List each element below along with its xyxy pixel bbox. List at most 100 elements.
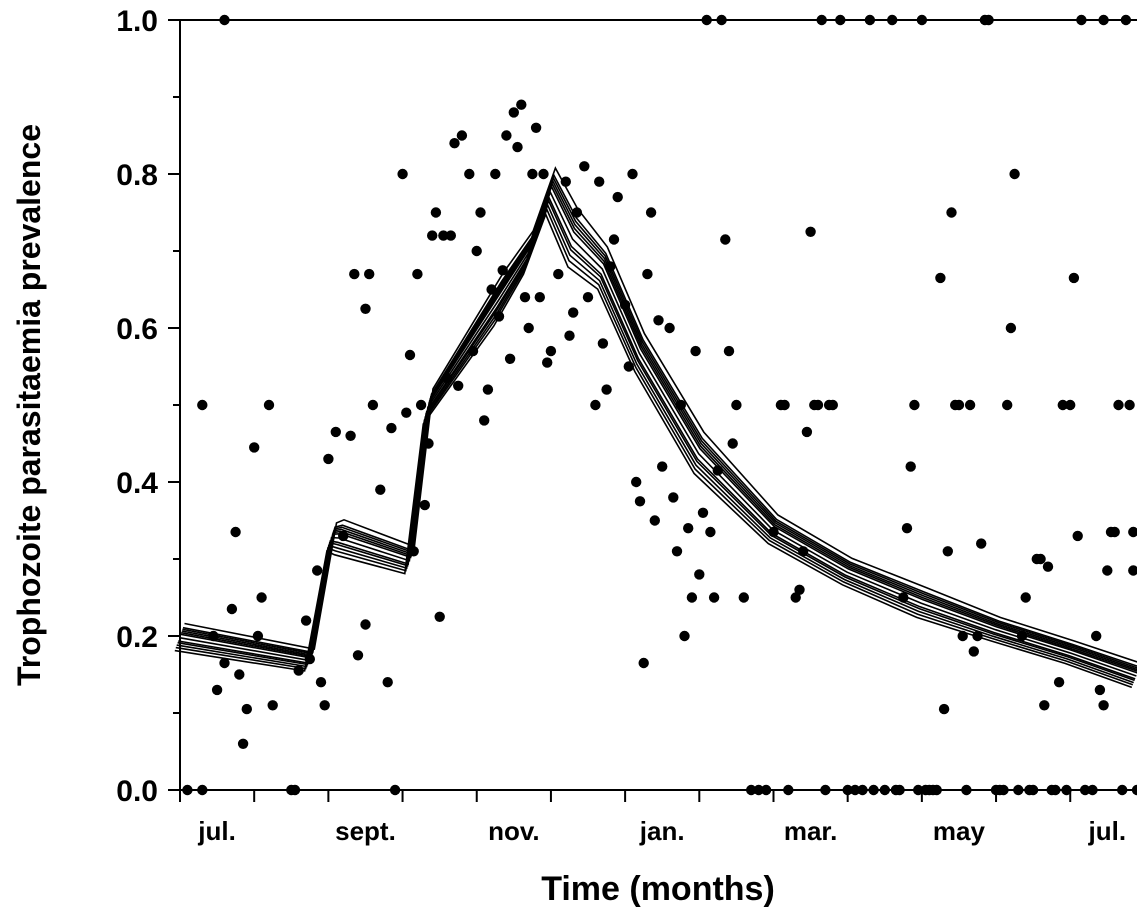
data-point: [708, 592, 720, 603]
data-point: [664, 322, 675, 334]
data-point: [386, 422, 397, 434]
data-point: [731, 399, 742, 411]
data-point: [694, 569, 705, 580]
data-point: [645, 207, 657, 218]
data-point: [382, 677, 393, 688]
model-curve: [174, 212, 1133, 689]
data-point: [256, 592, 267, 603]
data-point: [252, 630, 264, 642]
data-point: [1128, 526, 1137, 538]
data-point: [427, 230, 438, 241]
data-point: [1128, 565, 1137, 576]
data-point: [671, 546, 683, 557]
data-point: [619, 299, 631, 311]
data-point: [1005, 322, 1017, 334]
data-point: [675, 399, 686, 411]
data-point: [345, 430, 356, 441]
data-point: [1016, 630, 1028, 642]
data-point: [790, 592, 801, 603]
data-point: [964, 399, 976, 411]
data-point: [438, 230, 449, 241]
data-point: [679, 630, 690, 642]
data-point: [657, 461, 668, 472]
data-point: [553, 268, 564, 280]
data-point: [449, 138, 460, 149]
x-tick-label: sept.: [335, 816, 396, 846]
data-point: [827, 399, 838, 411]
data-point: [234, 669, 245, 680]
data-point: [349, 268, 360, 280]
x-tick-label: mar.: [784, 816, 838, 846]
data-point: [542, 357, 553, 368]
data-point: [315, 677, 327, 688]
data-point: [1091, 630, 1102, 642]
data-point: [953, 399, 965, 411]
data-point: [360, 303, 371, 314]
data-point: [794, 584, 805, 595]
data-point: [1098, 700, 1109, 711]
data-point: [490, 168, 501, 180]
data-point: [360, 619, 371, 630]
data-point: [972, 630, 983, 642]
data-point: [801, 426, 813, 438]
data-point: [568, 307, 579, 318]
y-tick-label: 0.0: [116, 775, 158, 808]
data-point: [471, 245, 482, 257]
x-tick-label: jan.: [639, 816, 685, 846]
data-point: [798, 546, 809, 557]
data-point: [938, 703, 950, 715]
data-point: [523, 322, 534, 334]
data-point: [642, 268, 653, 280]
data-point: [219, 657, 230, 669]
data-point: [634, 496, 646, 507]
data-point: [338, 530, 349, 542]
data-point: [723, 345, 735, 357]
data-point: [456, 130, 468, 141]
data-point: [1102, 565, 1113, 576]
data-point: [208, 630, 219, 642]
data-point: [319, 700, 330, 711]
data-point: [727, 438, 738, 449]
data-point: [946, 207, 957, 218]
data-point: [627, 168, 638, 180]
data-point: [475, 207, 486, 218]
data-point: [805, 226, 816, 237]
data-point: [493, 311, 505, 322]
data-point: [957, 630, 968, 642]
data-point: [504, 353, 516, 364]
data-point: [527, 168, 538, 180]
data-point: [560, 176, 571, 187]
data-point: [901, 523, 913, 534]
x-axis-title: Time (months): [541, 870, 775, 908]
data-point: [638, 657, 649, 669]
data-point: [935, 272, 946, 284]
data-point: [768, 526, 779, 538]
data-point: [352, 650, 364, 661]
data-point: [397, 168, 408, 180]
x-tick-label: jul.: [1088, 816, 1127, 846]
data-point: [1109, 526, 1120, 538]
data-point: [197, 399, 208, 411]
data-point: [690, 345, 701, 357]
data-point: [564, 330, 575, 341]
data-point: [530, 122, 542, 133]
model-curve: [177, 198, 1135, 682]
data-point: [237, 738, 249, 749]
data-point: [1124, 399, 1135, 411]
data-point: [612, 191, 623, 203]
data-point: [415, 399, 427, 411]
data-points: [182, 14, 1137, 796]
data-point: [482, 384, 494, 395]
y-tick-label: 0.6: [116, 313, 158, 346]
model-curve: [175, 207, 1134, 686]
data-point: [1039, 700, 1050, 711]
data-point: [453, 380, 464, 391]
data-point: [330, 426, 341, 438]
data-point: [720, 234, 731, 245]
data-point: [508, 107, 519, 118]
data-point: [649, 515, 660, 526]
data-point: [594, 176, 605, 187]
data-point: [263, 399, 275, 411]
y-tick-label: 1.0: [116, 5, 158, 38]
